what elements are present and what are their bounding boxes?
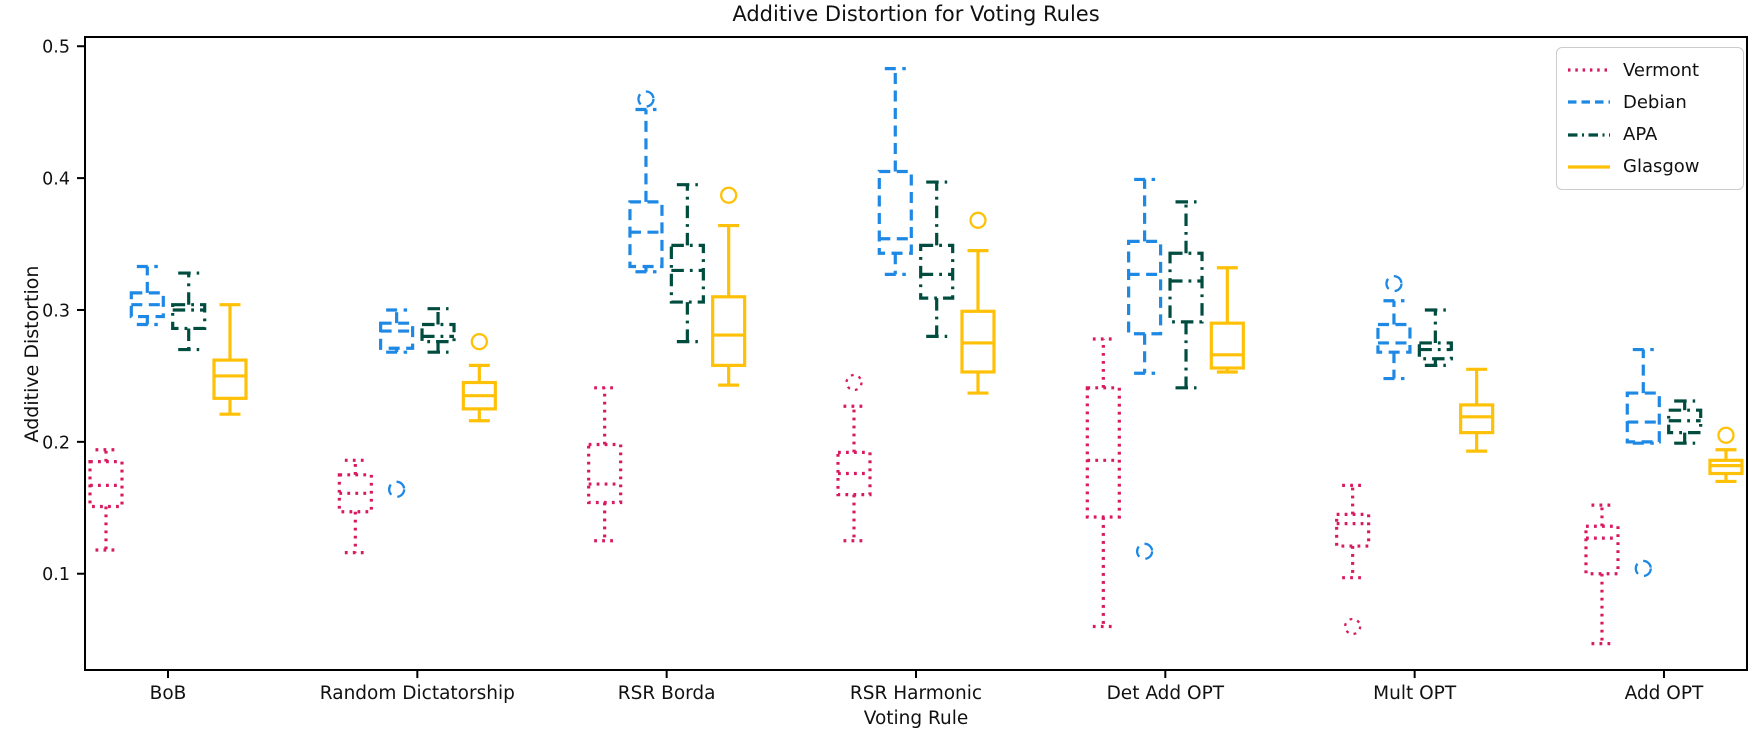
box-rect [129, 291, 165, 319]
outlier-marker [387, 480, 406, 498]
box-glasgow-4 [1209, 266, 1245, 374]
outlier-marker [1385, 274, 1403, 293]
box-vermont-2 [587, 386, 623, 543]
legend-label: Glasgow [1623, 156, 1700, 178]
y-tick-label: 0.4 [42, 170, 70, 190]
box-vermont-6 [1584, 503, 1620, 646]
box-debian-0 [129, 264, 165, 327]
outlier-marker [720, 186, 738, 204]
outlier-marker [1344, 617, 1362, 636]
chart-title: Additive Distortion for Voting Rules [732, 2, 1100, 26]
legend-item-vermont: Vermont [1567, 55, 1735, 85]
box-rect [877, 169, 913, 255]
y-tick-label: 0.2 [42, 433, 70, 453]
series-debian [129, 67, 1661, 578]
box-debian-6 [1625, 347, 1661, 578]
box-apa-0 [171, 271, 207, 352]
outlier-marker [470, 332, 488, 351]
box-rect [628, 200, 664, 269]
box-rect [711, 295, 747, 367]
legend-item-debian: Debian [1567, 87, 1735, 117]
box-debian-1 [379, 308, 415, 498]
legend-item-apa: APA [1567, 120, 1735, 150]
box-rect [1085, 386, 1121, 519]
box-glasgow-3 [960, 211, 996, 395]
box-rect [171, 303, 207, 331]
series-glasgow [212, 186, 1744, 484]
box-debian-5 [1376, 274, 1412, 381]
legend-item-glasgow: Glasgow [1567, 152, 1735, 182]
x-tick-label: Add OPT [1625, 683, 1704, 704]
box-apa-2 [669, 183, 705, 344]
box-vermont-5 [1335, 483, 1371, 636]
box-glasgow-6 [1708, 426, 1744, 484]
apa-line-sample-icon [1568, 133, 1610, 137]
x-tick-label: RSR Borda [618, 683, 716, 704]
y-axis-label: Additive Distortion [21, 265, 43, 443]
x-axis-label: Voting Rule [863, 708, 969, 729]
box-rect [669, 243, 705, 304]
box-glasgow-2 [711, 186, 747, 387]
x-tick-label: BoB [150, 683, 187, 704]
box-vermont-3 [836, 373, 872, 543]
box-apa-1 [420, 307, 456, 354]
box-rect [1168, 251, 1204, 324]
box-rect [1625, 391, 1661, 444]
outlier-marker [845, 373, 863, 392]
box-rect [379, 321, 415, 350]
legend-label: Vermont [1623, 59, 1700, 81]
x-tick-label: Random Dictatorship [320, 683, 515, 704]
box-debian-2 [628, 90, 664, 274]
x-tick-label: Mult OPT [1373, 683, 1457, 704]
y-tick-label: 0.3 [42, 301, 70, 321]
box-apa-4 [1168, 200, 1204, 390]
outlier-marker [637, 90, 655, 108]
debian-line-sample-icon [1568, 100, 1610, 104]
box-rect [420, 322, 456, 344]
outlier-marker [1634, 559, 1652, 578]
box-rect [1459, 403, 1495, 435]
box-vermont-1 [337, 458, 373, 555]
y-tick-label: 0.5 [42, 38, 70, 58]
outlier-marker [969, 211, 987, 229]
box-vermont-0 [88, 448, 124, 552]
box-rect [919, 243, 955, 300]
legend-label: APA [1623, 124, 1658, 146]
axes-spines [84, 36, 1748, 671]
vermont-line-sample-icon [1568, 68, 1610, 72]
outlier-marker [1135, 542, 1154, 560]
box-debian-4 [1127, 177, 1163, 560]
box-rect [1335, 512, 1371, 548]
box-apa-5 [1417, 308, 1453, 367]
legend-label: Debian [1623, 91, 1687, 113]
box-apa-3 [919, 180, 955, 338]
series-vermont [88, 337, 1620, 646]
box-apa-6 [1667, 399, 1703, 445]
box-debian-3 [877, 67, 913, 276]
box-glasgow-1 [461, 332, 497, 423]
x-tick-label: RSR Harmonic [850, 683, 982, 704]
box-glasgow-0 [212, 303, 248, 416]
series-apa [171, 180, 1703, 445]
box-rect [1127, 239, 1163, 336]
box-rect [587, 442, 623, 505]
y-tick-label: 0.1 [42, 565, 70, 585]
box-vermont-4 [1085, 337, 1121, 629]
box-rect [212, 358, 248, 400]
box-glasgow-5 [1459, 367, 1495, 453]
glasgow-line-sample-icon [1568, 165, 1610, 169]
box-rect [1376, 322, 1412, 354]
legend: Vermont Debian APA Glasgow [1556, 47, 1744, 190]
x-tick-label: Det Add OPT [1107, 683, 1225, 704]
outlier-marker [1717, 426, 1735, 444]
box-rect [1584, 524, 1620, 576]
box-rect [1209, 321, 1245, 370]
